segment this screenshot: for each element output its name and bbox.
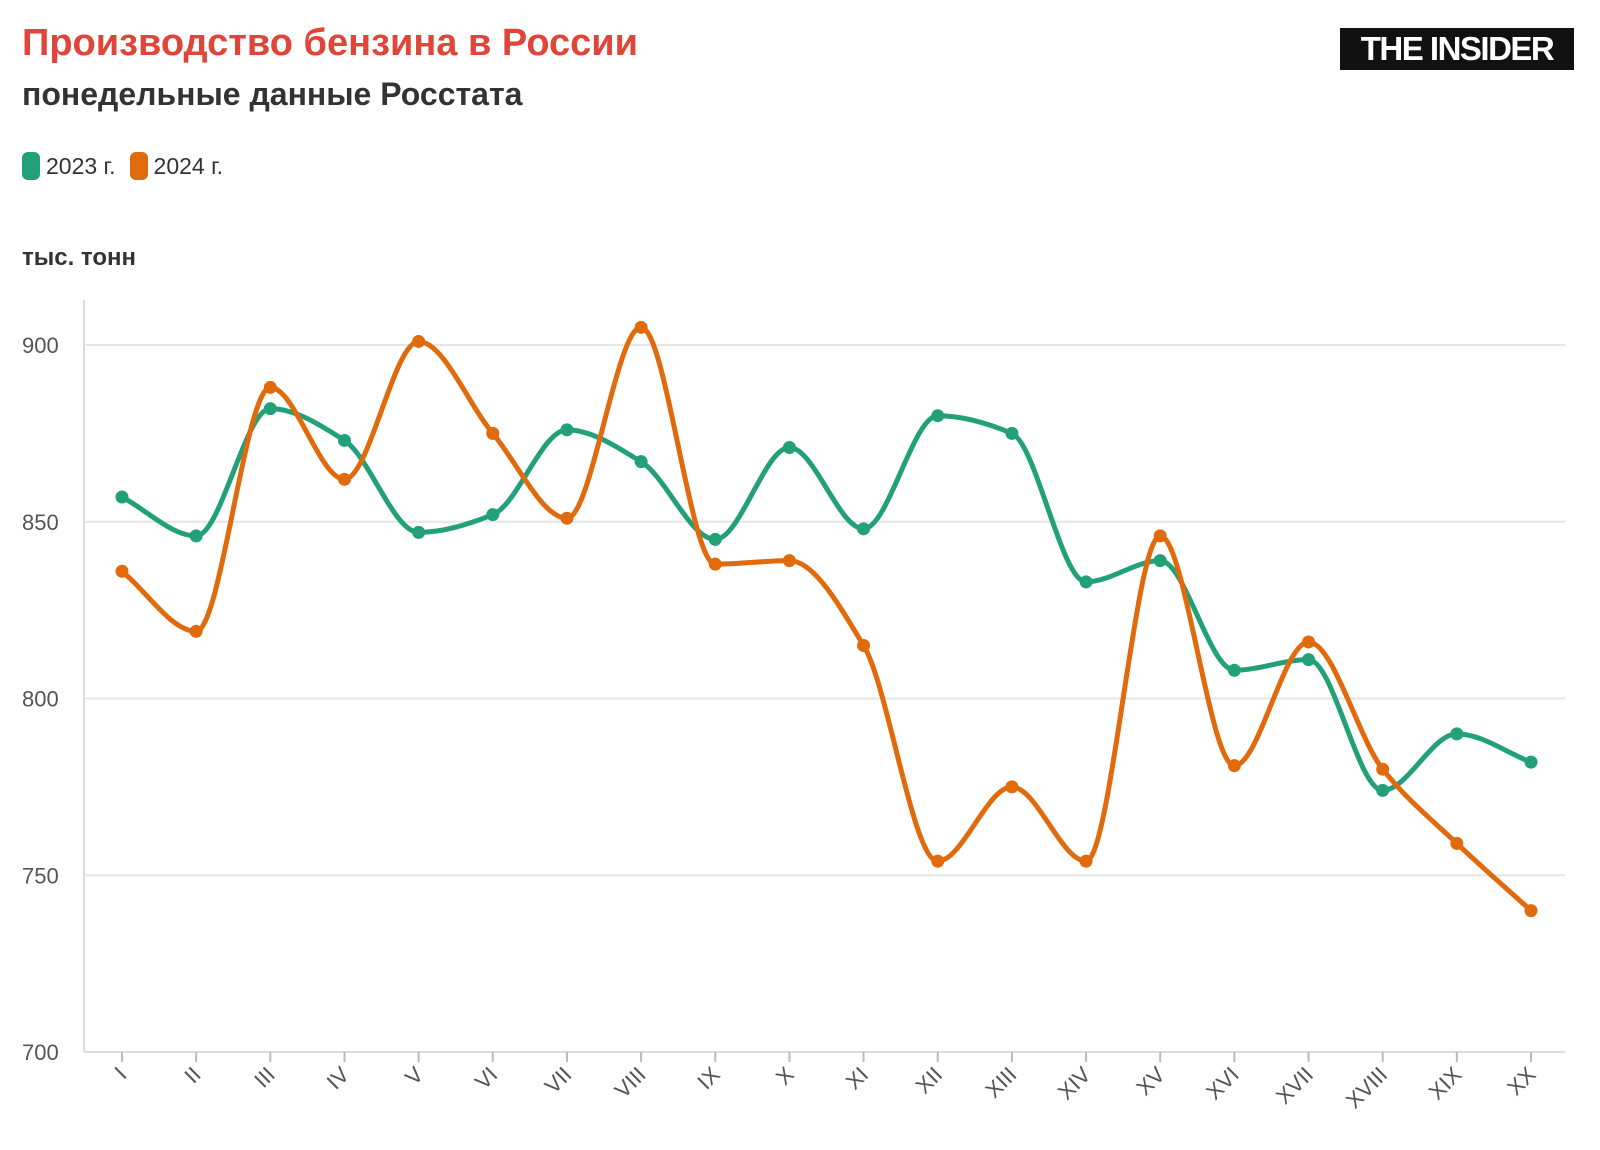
data-point[interactable]: 2024 г. III: 888 (263, 380, 277, 394)
legend-item-2023[interactable]: 2023 г. (22, 152, 116, 180)
x-tick-label: IX (692, 1062, 725, 1095)
y-axis-unit-label: тыс. тонн (22, 244, 137, 271)
data-point[interactable]: 2024 г. XIII: 775 (1005, 780, 1019, 794)
data-point[interactable]: 2024 г. IV: 862 (337, 472, 351, 486)
y-tick-label: 750 (22, 863, 59, 888)
series-1: 2024 г. I: 836 2024 г. II: 819 2024 г. III… (115, 320, 1538, 918)
x-tick-label: XIV (1053, 1062, 1096, 1105)
x-tick-label: III (249, 1062, 280, 1093)
data-point[interactable]: 2024 г. I: 836 (115, 564, 129, 578)
x-tick-label: VI (470, 1062, 502, 1094)
data-point[interactable]: 2023 г. II: 846 (189, 529, 203, 543)
data-point[interactable]: 2024 г. XIX: 759 (1450, 836, 1464, 850)
data-point[interactable]: 2023 г. IX: 845 (708, 532, 722, 546)
data-point[interactable]: 2024 г. X: 839 (782, 554, 796, 568)
x-tick-label: VII (540, 1062, 577, 1099)
y-tick-label: 700 (22, 1040, 59, 1065)
data-point[interactable]: 2024 г. XV: 846 (1153, 529, 1167, 543)
data-point[interactable]: 2023 г. IV: 873 (337, 433, 351, 447)
chart-title: Производство бензина в России (22, 22, 639, 64)
data-point[interactable]: 2024 г. VII: 851 (560, 511, 574, 525)
x-tick-label: XIII (980, 1062, 1021, 1103)
data-point[interactable]: 2023 г. XI: 848 (857, 522, 871, 536)
x-tick-label: II (179, 1062, 205, 1088)
y-tick-label: 900 (22, 333, 59, 358)
data-point[interactable]: 2023 г. III: 882 (263, 402, 277, 416)
data-point[interactable]: 2024 г. VI: 875 (486, 426, 500, 440)
x-tick-label: XV (1131, 1062, 1170, 1101)
x-tick-label: XVI (1201, 1062, 1244, 1105)
legend-label-2023: 2023 г. (46, 152, 116, 179)
data-point[interactable]: 2024 г. II: 819 (189, 624, 203, 638)
x-tick-label: XVIII (1341, 1062, 1392, 1113)
data-point[interactable]: 2024 г. XII: 754 (931, 854, 945, 868)
data-point[interactable]: 2023 г. XVIII: 774 (1376, 783, 1390, 797)
data-point[interactable]: 2024 г. IX: 838 (708, 557, 722, 571)
data-point[interactable]: 2023 г. XII: 880 (931, 409, 945, 423)
x-tick-label: XI (841, 1062, 873, 1094)
data-point[interactable]: 2023 г. XIX: 790 (1450, 727, 1464, 741)
data-point[interactable]: 2023 г. VII: 876 (560, 423, 574, 437)
data-point[interactable]: 2023 г. XIV: 833 (1079, 575, 1093, 589)
data-point[interactable]: 2023 г. VIII: 867 (634, 455, 648, 469)
data-point[interactable]: 2023 г. XIII: 875 (1005, 426, 1019, 440)
x-tick-label: X (771, 1062, 799, 1090)
data-point[interactable]: 2024 г. XIV: 754 (1079, 854, 1093, 868)
chart-legend: 2023 г. 2024 г. (22, 152, 237, 180)
data-point[interactable]: 2023 г. XX: 782 (1524, 755, 1538, 769)
series-layer: 2023 г. I: 857 2023 г. II: 846 2023 г. III… (115, 320, 1538, 918)
data-point[interactable]: 2024 г. XVII: 816 (1302, 635, 1316, 649)
data-point[interactable]: 2023 г. I: 857 (115, 490, 129, 504)
series-line-0 (119, 406, 1534, 793)
data-point[interactable]: 2024 г. V: 901 (412, 334, 426, 348)
data-point[interactable]: 2023 г. VI: 852 (486, 508, 500, 522)
series-0: 2023 г. I: 857 2023 г. II: 846 2023 г. III… (115, 402, 1538, 797)
x-tick-label: V (400, 1062, 428, 1090)
data-point[interactable]: 2024 г. VIII: 905 (634, 320, 648, 334)
grid-layer (84, 344, 1565, 1053)
data-point[interactable]: 2023 г. XVI: 808 (1227, 663, 1241, 677)
data-point[interactable]: 2024 г. XI: 815 (857, 638, 871, 652)
legend-swatch-2024 (129, 152, 148, 180)
data-point[interactable]: 2024 г. XVI: 781 (1227, 759, 1241, 773)
data-point[interactable]: 2023 г. XVII: 811 (1302, 653, 1316, 667)
x-tick-label: XX (1502, 1062, 1541, 1101)
legend-label-2024: 2024 г. (153, 152, 224, 179)
legend-swatch-2023 (22, 152, 40, 180)
the-insider-logo: THE INSIDER (1340, 28, 1574, 70)
data-point[interactable]: 2024 г. XVIII: 780 (1376, 762, 1390, 776)
data-point[interactable]: 2023 г. XV: 839 (1153, 554, 1167, 568)
data-point[interactable]: 2023 г. V: 847 (412, 525, 426, 539)
x-tick-label: XIX (1424, 1062, 1467, 1105)
x-tick-label: XVII (1271, 1062, 1318, 1109)
legend-item-2024[interactable]: 2024 г. (129, 152, 224, 180)
y-tick-label: 800 (22, 687, 59, 712)
chart-subtitle: понедельные данные Росстата (22, 76, 523, 112)
x-tick-label: VIII (610, 1062, 651, 1103)
x-tick-label: I (110, 1062, 132, 1084)
x-tick-label: IV (322, 1062, 355, 1095)
x-tick-label: XII (911, 1062, 948, 1099)
y-tick-label: 850 (22, 510, 59, 535)
data-point[interactable]: 2023 г. X: 871 (782, 441, 796, 455)
series-line-1 (119, 324, 1534, 914)
data-point[interactable]: 2024 г. XX: 740 (1524, 904, 1538, 918)
